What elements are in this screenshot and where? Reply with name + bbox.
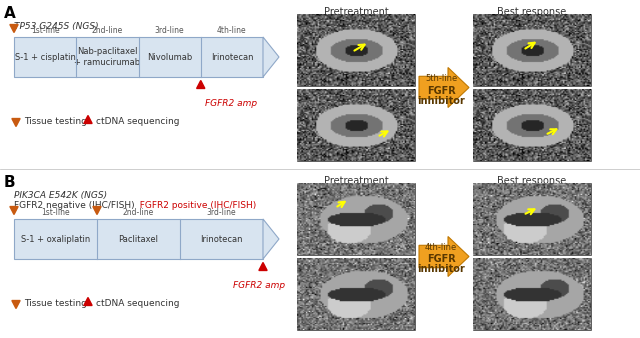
Text: 3rd-line: 3rd-line	[155, 26, 184, 35]
Text: Nab-paclitaxel
+ ramucirumab: Nab-paclitaxel + ramucirumab	[74, 47, 140, 67]
Polygon shape	[10, 25, 18, 32]
Polygon shape	[93, 207, 101, 215]
Polygon shape	[84, 297, 92, 306]
Text: ctDNA sequencing: ctDNA sequencing	[96, 117, 179, 125]
Text: Nivolumab: Nivolumab	[147, 52, 192, 62]
Text: FGFR2 amp: FGFR2 amp	[205, 99, 257, 108]
Text: S-1 + oxaliplatin: S-1 + oxaliplatin	[21, 235, 90, 243]
Text: inhibitor: inhibitor	[417, 96, 465, 105]
Text: FGFR2 negative (IHC/FISH): FGFR2 negative (IHC/FISH)	[14, 201, 134, 210]
Text: B: B	[4, 175, 15, 190]
Text: 4th-line: 4th-line	[217, 26, 246, 35]
Text: Tissue testing: Tissue testing	[24, 117, 87, 125]
Polygon shape	[12, 300, 20, 309]
FancyBboxPatch shape	[473, 89, 591, 161]
Text: ctDNA sequencing: ctDNA sequencing	[96, 298, 179, 308]
Text: 2nd-line: 2nd-line	[123, 208, 154, 217]
Polygon shape	[12, 119, 20, 126]
Text: inhibitor: inhibitor	[417, 265, 465, 274]
Text: Irinotecan: Irinotecan	[211, 52, 253, 62]
Text: 5th-line: 5th-line	[425, 74, 457, 83]
Text: TP53 G245S (NGS): TP53 G245S (NGS)	[14, 22, 99, 31]
Text: FGFR2 positive (IHC/FISH): FGFR2 positive (IHC/FISH)	[134, 201, 256, 210]
Text: Paclitaxel: Paclitaxel	[118, 235, 159, 243]
Text: PIK3CA E542K (NGS): PIK3CA E542K (NGS)	[14, 191, 107, 200]
FancyBboxPatch shape	[297, 14, 415, 86]
Text: Tissue testing: Tissue testing	[24, 298, 87, 308]
Polygon shape	[263, 37, 279, 77]
Polygon shape	[259, 263, 267, 270]
Polygon shape	[263, 219, 279, 259]
Polygon shape	[419, 68, 469, 107]
FancyBboxPatch shape	[14, 37, 263, 77]
FancyBboxPatch shape	[473, 258, 591, 330]
Polygon shape	[419, 237, 469, 276]
FancyBboxPatch shape	[14, 219, 263, 259]
Polygon shape	[10, 207, 18, 215]
Text: 1st-line: 1st-line	[41, 208, 70, 217]
FancyBboxPatch shape	[473, 14, 591, 86]
Text: Pretreatment: Pretreatment	[324, 7, 388, 17]
Text: A: A	[4, 6, 16, 21]
FancyBboxPatch shape	[473, 183, 591, 255]
Text: Best response: Best response	[497, 176, 566, 186]
Polygon shape	[196, 80, 205, 89]
FancyBboxPatch shape	[297, 89, 415, 161]
FancyBboxPatch shape	[297, 183, 415, 255]
Text: S-1 + cisplatin: S-1 + cisplatin	[15, 52, 76, 62]
Text: Irinotecan: Irinotecan	[200, 235, 243, 243]
Text: 4th-line: 4th-line	[425, 243, 457, 252]
Text: 3rd-line: 3rd-line	[207, 208, 236, 217]
FancyBboxPatch shape	[297, 258, 415, 330]
Text: FGFR2 amp: FGFR2 amp	[233, 281, 285, 290]
Text: FGFR: FGFR	[427, 255, 456, 265]
Text: 1st-line: 1st-line	[31, 26, 60, 35]
Text: 2nd-line: 2nd-line	[92, 26, 123, 35]
Text: Best response: Best response	[497, 7, 566, 17]
Text: Pretreatment: Pretreatment	[324, 176, 388, 186]
Polygon shape	[84, 116, 92, 123]
Text: FGFR: FGFR	[427, 86, 456, 96]
